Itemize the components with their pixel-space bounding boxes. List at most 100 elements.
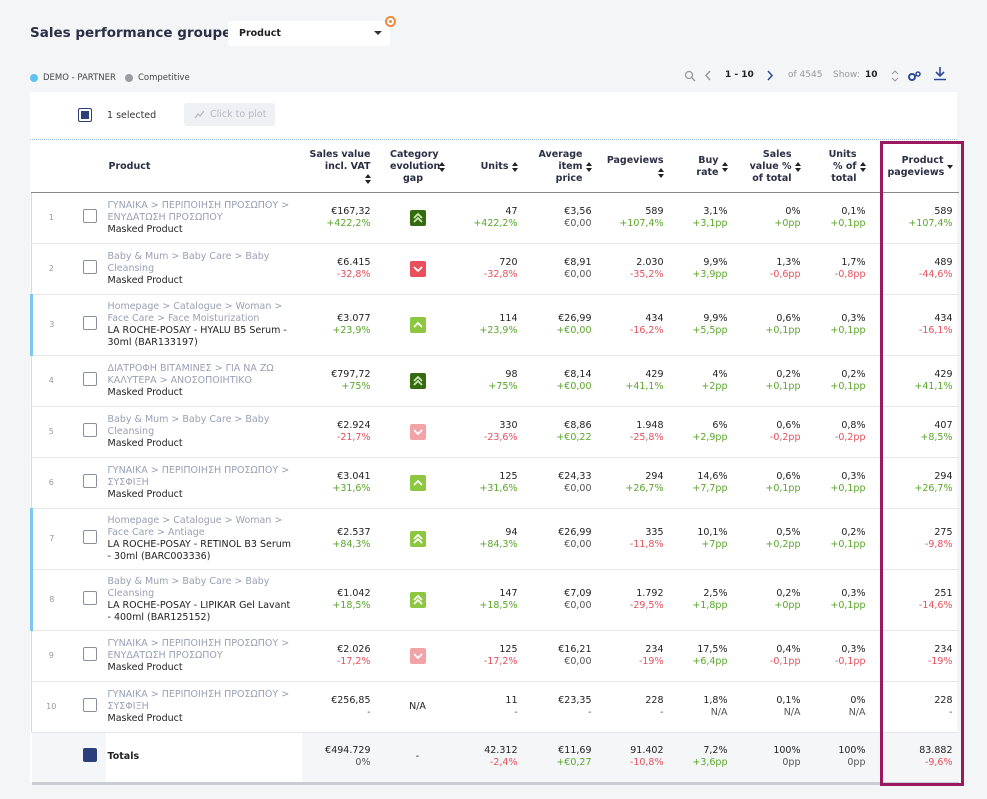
metric-cell: 234 -19% — [597, 630, 670, 682]
metric-cell: €23,35- — [523, 681, 598, 733]
metric-delta: +3,9pp — [692, 268, 728, 280]
metric-value: €6.415 — [337, 256, 371, 268]
prev-page[interactable] — [704, 70, 712, 81]
table-row: 9 ΓΥΝΑΙΚΑ > ΠΕΡΙΠΟΙΗΣΗ ΠΡΟΣΩΠΟΥ > ΕΝΥΔΑΤΩ… — [31, 630, 959, 682]
title: Sales performance grouped by — [30, 25, 265, 41]
metric-value: 294 — [934, 470, 953, 482]
metric-delta: -9,6% — [924, 757, 953, 768]
metric-value: 489 — [934, 256, 953, 268]
metric-value: 294 — [645, 470, 664, 482]
gap-cell — [376, 569, 462, 631]
metric-cell: 47 +422,2% — [461, 192, 524, 244]
metric-cell: 0,6% +0,1pp — [733, 294, 807, 356]
metric-cell: €16,21 €0,00 — [523, 630, 598, 682]
gap-text: - — [415, 751, 420, 762]
product-name: LA ROCHE-POSAY - HYALU B5 Serum - 30ml (… — [107, 324, 287, 348]
metric-cell: 125 -17,2% — [461, 630, 524, 682]
metric-delta: +€0,22 — [556, 431, 592, 443]
row-checkbox-cell — [73, 243, 106, 295]
group-select[interactable]: Product — [228, 21, 390, 46]
metric-cell: 228- — [597, 681, 670, 733]
row-checkbox-cell — [73, 681, 106, 733]
product-category: ΓΥΝΑΙΚΑ > ΠΕΡΙΠΟΙΗΣΗ ΠΡΟΣΩΠΟΥ > ΕΝΥΔΑΤΩΣ… — [107, 637, 290, 661]
product-cell: Baby & Mum > Baby Care > Baby Cleansing M… — [105, 406, 302, 458]
row-checkbox[interactable] — [82, 208, 97, 223]
metric-cell: 0,6% +0,1pp — [733, 457, 807, 509]
column-header: Pageviews — [597, 142, 670, 193]
metric-delta: - — [514, 706, 518, 718]
plot-button[interactable]: Click to plot — [184, 103, 275, 126]
metric-delta: +422,2% — [473, 217, 518, 229]
settings-icon[interactable] — [907, 70, 921, 82]
row-checkbox[interactable] — [82, 529, 97, 544]
metric-delta: -0,2pp — [834, 431, 866, 443]
metric-delta: +7,7pp — [692, 482, 728, 494]
product-name: Masked Product — [107, 437, 183, 449]
metric-value: €24,33 — [558, 470, 592, 482]
table-row: 6 ΓΥΝΑΙΚΑ > ΠΕΡΙΠΟΙΗΣΗ ΠΡΟΣΩΠΟΥ > ΣΥΣΦΙΞΗ… — [31, 457, 959, 509]
metric-cell: 91.402 -10,8% — [597, 732, 670, 785]
row-checkbox[interactable] — [82, 422, 97, 437]
search-icon[interactable] — [684, 70, 696, 82]
row-checkbox[interactable] — [82, 473, 97, 488]
table-row: 2 Baby & Mum > Baby Care > Baby Cleansing… — [31, 243, 959, 295]
metric-value: 234 — [934, 643, 953, 655]
metric-cell: 0,2% +0,1pp — [806, 508, 872, 570]
metric-delta: +0,1pp — [830, 217, 866, 229]
totals-label-cell: Totals — [105, 732, 302, 785]
show-value[interactable]: 10 — [865, 70, 878, 80]
metric-value: 1.792 — [636, 587, 664, 599]
metric-cell: €2.026 -17,2% — [301, 630, 377, 682]
metric-value: 0,3% — [841, 643, 866, 655]
metric-delta: +0pp — [774, 217, 801, 229]
metric-cell: 1.948 -25,8% — [597, 406, 670, 458]
metric-value: €26,99 — [558, 526, 592, 538]
metric-delta: -14,6% — [918, 599, 953, 611]
table-row: 7 Homepage > Catalogue > Woman > Face Car… — [30, 508, 959, 570]
metric-cell: 589 +107,4% — [597, 192, 670, 244]
metric-delta: -2,4% — [489, 757, 518, 768]
metric-value: €256,85 — [331, 694, 371, 706]
row-checkbox[interactable] — [82, 259, 97, 274]
metric-delta: €0,00 — [564, 217, 592, 229]
legend-item: Competitive — [125, 73, 190, 83]
next-page[interactable] — [766, 70, 774, 81]
row-checkbox[interactable] — [82, 646, 97, 661]
metric-delta: -21,7% — [336, 431, 371, 443]
product-name: Masked Product — [107, 223, 183, 235]
download-icon[interactable] — [933, 66, 947, 81]
row-checkbox[interactable] — [82, 697, 97, 712]
metric-cell: 294 +26,7% — [597, 457, 670, 509]
show-spinner[interactable] — [891, 70, 899, 82]
metric-value: €26,99 — [558, 312, 592, 324]
metric-value: 589 — [645, 205, 664, 217]
metric-value: 100% — [773, 745, 801, 756]
row-checkbox[interactable] — [82, 315, 97, 330]
metric-cell: 407 +8,5% — [871, 406, 959, 458]
metric-value: 0,6% — [776, 419, 801, 431]
product-cell: Homepage > Catalogue > Woman > Face Care… — [105, 508, 302, 570]
select-all-checkbox[interactable] — [78, 108, 92, 122]
metric-cell: €8,91 €0,00 — [523, 243, 598, 295]
row-checkbox[interactable] — [82, 371, 97, 386]
metric-delta: +€0,27 — [556, 757, 592, 768]
metric-value: 275 — [934, 526, 953, 538]
metric-value: €797,72 — [331, 368, 371, 380]
product-category: ΓΥΝΑΙΚΑ > ΠΕΡΙΠΟΙΗΣΗ ΠΡΟΣΩΠΟΥ > ΣΥΣΦΙΞΗ — [107, 688, 290, 712]
selected-count: 1 selected — [107, 110, 157, 121]
metric-value: 9,9% — [703, 256, 728, 268]
gap-icon — [409, 591, 426, 608]
metric-value: €3.077 — [337, 312, 371, 324]
column-header-label: Average item price — [538, 148, 583, 184]
metric-delta: +26,7% — [914, 482, 953, 494]
metric-cell: 10,1% +7pp — [669, 508, 734, 570]
metric-cell: 0,2% +0,1pp — [733, 355, 807, 407]
row-checkbox[interactable] — [82, 590, 97, 605]
metric-cell: €3.041 +31,6% — [301, 457, 377, 509]
metric-cell: €26,99 €0,00 — [523, 508, 598, 570]
metric-value: 434 — [645, 312, 664, 324]
product-cell: ΓΥΝΑΙΚΑ > ΠΕΡΙΠΟΙΗΣΗ ΠΡΟΣΩΠΟΥ > ΣΥΣΦΙΞΗ M… — [105, 681, 302, 733]
product-category: Homepage > Catalogue > Woman > Face Care… — [107, 300, 283, 324]
metric-delta: -29,5% — [629, 599, 664, 611]
metric-delta: -0,8pp — [834, 268, 866, 280]
